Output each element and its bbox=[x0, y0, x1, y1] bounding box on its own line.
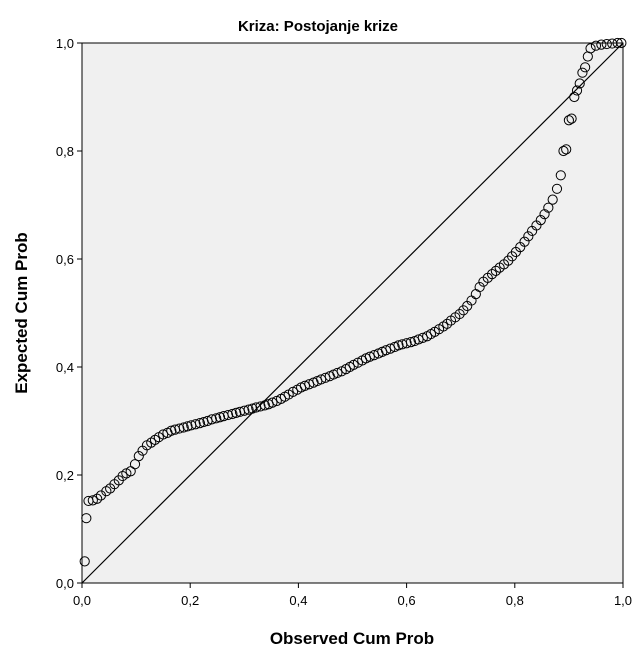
data-point bbox=[405, 337, 417, 348]
data-point bbox=[535, 215, 546, 226]
data-point bbox=[574, 78, 585, 89]
data-point bbox=[601, 38, 612, 50]
data-point bbox=[214, 412, 226, 423]
data-point bbox=[247, 403, 258, 414]
data-point bbox=[101, 486, 112, 497]
data-point bbox=[590, 40, 602, 51]
x-tick-label: 0,2 bbox=[181, 593, 199, 608]
data-point bbox=[117, 470, 128, 482]
data-point bbox=[190, 419, 201, 430]
x-tick-label: 0,6 bbox=[398, 593, 416, 608]
data-point bbox=[227, 408, 238, 420]
y-tick-label: 1,0 bbox=[56, 36, 74, 51]
data-point bbox=[81, 513, 92, 524]
data-point bbox=[577, 67, 588, 78]
data-point bbox=[194, 418, 206, 429]
data-point bbox=[566, 113, 577, 124]
data-point bbox=[87, 495, 98, 506]
y-tick-label: 0,6 bbox=[56, 252, 74, 267]
data-point bbox=[454, 308, 465, 320]
data-point bbox=[231, 407, 242, 418]
data-point bbox=[211, 413, 222, 424]
data-point bbox=[555, 170, 566, 181]
y-tick-label: 0,2 bbox=[56, 468, 74, 483]
data-point bbox=[166, 425, 177, 436]
data-point bbox=[569, 91, 580, 103]
y-tick-label: 0,0 bbox=[56, 576, 74, 591]
data-point bbox=[158, 429, 169, 440]
data-point bbox=[364, 351, 375, 362]
data-point bbox=[580, 62, 591, 73]
data-point bbox=[146, 437, 157, 448]
x-tick-label: 0,4 bbox=[289, 593, 307, 608]
data-point bbox=[558, 145, 569, 157]
y-axis-ticks: 0,0 0,2 0,4 0,6 0,8 1,0 bbox=[56, 36, 82, 591]
data-point bbox=[332, 367, 343, 379]
data-point bbox=[380, 345, 392, 356]
data-point bbox=[442, 318, 453, 329]
y-tick-label: 0,8 bbox=[56, 144, 74, 159]
reference-line bbox=[81, 42, 624, 584]
data-point bbox=[174, 423, 185, 434]
data-point bbox=[393, 340, 404, 351]
data-point bbox=[523, 231, 534, 242]
data-point bbox=[255, 401, 266, 412]
data-point bbox=[239, 405, 250, 416]
data-point bbox=[547, 194, 558, 205]
data-point bbox=[316, 374, 327, 385]
data-point bbox=[299, 380, 310, 391]
x-tick-label: 0,8 bbox=[506, 593, 524, 608]
data-point bbox=[551, 183, 563, 194]
data-point bbox=[79, 556, 90, 567]
data-point bbox=[92, 493, 103, 504]
data-point bbox=[519, 236, 530, 247]
data-point bbox=[222, 409, 234, 421]
data-point bbox=[149, 434, 161, 445]
data-point bbox=[178, 422, 189, 433]
data-point bbox=[539, 209, 550, 220]
data-point bbox=[259, 400, 270, 411]
data-point bbox=[133, 451, 144, 462]
data-point bbox=[616, 37, 627, 49]
data-point bbox=[417, 332, 428, 343]
data-point bbox=[243, 404, 254, 415]
x-tick-label: 1,0 bbox=[614, 593, 632, 608]
data-point bbox=[438, 321, 449, 332]
data-point bbox=[561, 144, 572, 155]
data-point bbox=[267, 397, 278, 408]
data-point bbox=[206, 414, 217, 425]
data-point bbox=[486, 269, 498, 280]
data-point bbox=[474, 281, 485, 293]
x-axis-label: Observed Cum Prob bbox=[270, 629, 434, 648]
data-point bbox=[596, 39, 607, 50]
data-point bbox=[413, 334, 424, 345]
data-point bbox=[585, 43, 596, 54]
data-point bbox=[401, 338, 412, 349]
data-point bbox=[571, 85, 583, 96]
data-point bbox=[563, 115, 575, 126]
y-axis-label: Expected Cum Prob bbox=[12, 232, 31, 394]
data-point bbox=[129, 459, 141, 470]
data-points bbox=[79, 37, 627, 567]
data-point bbox=[182, 421, 193, 432]
x-axis-ticks: 0,0 0,2 0,4 0,6 0,8 1,0 bbox=[73, 583, 632, 608]
data-point bbox=[612, 37, 623, 49]
data-point bbox=[490, 265, 501, 276]
data-point bbox=[543, 202, 554, 213]
y-tick-label: 0,4 bbox=[56, 360, 74, 375]
x-tick-label: 0,0 bbox=[73, 593, 91, 608]
chart-title: Kriza: Postojanje krize bbox=[238, 18, 398, 35]
